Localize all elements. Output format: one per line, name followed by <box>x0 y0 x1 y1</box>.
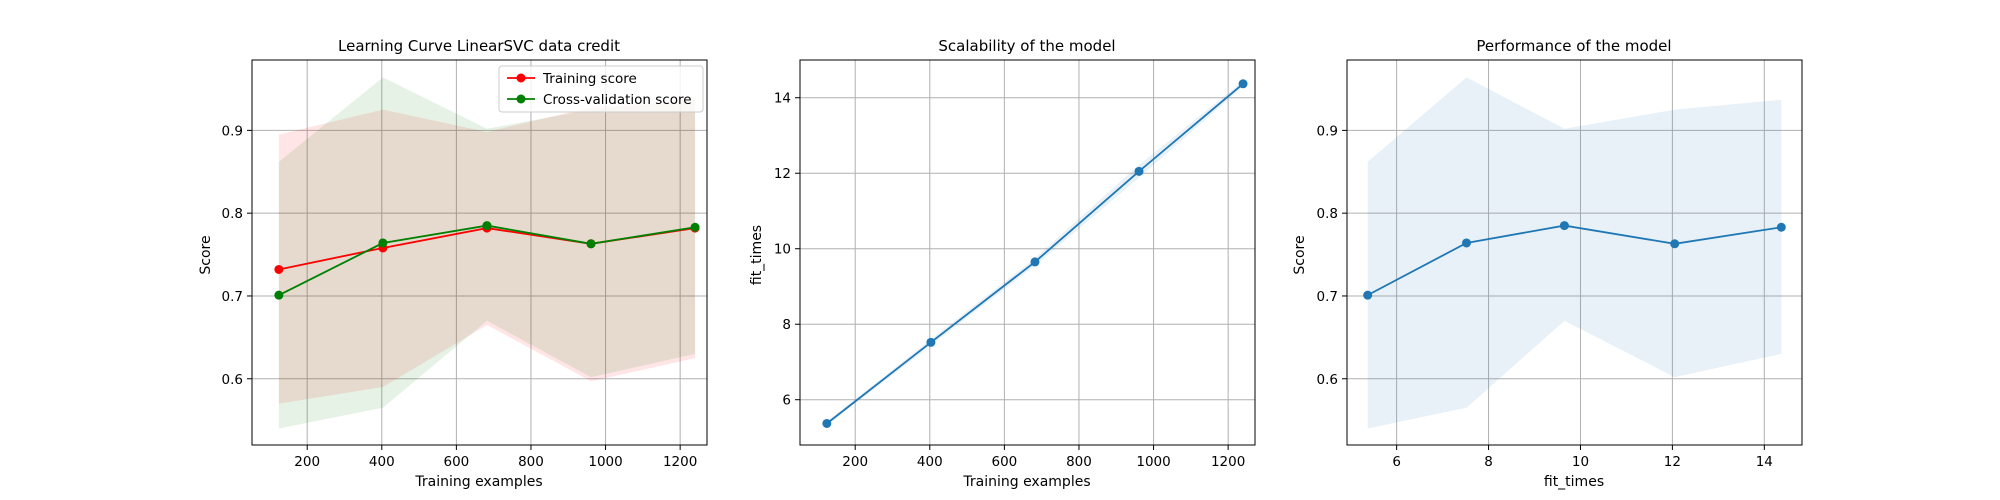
panel-2-xtick-label-5: 1200 <box>1211 454 1245 470</box>
panel-3-point-0-4 <box>1776 222 1786 232</box>
panel-1-ytick-label-2: 0.8 <box>222 206 243 222</box>
panel-3-ytick-label-3: 0.9 <box>1317 123 1338 139</box>
panel-3-ylabel: Score <box>1292 235 1308 274</box>
panel-3-point-0-3 <box>1670 239 1680 249</box>
panel-1-ytick-label-3: 0.9 <box>222 123 243 139</box>
panel-1-xtick-label-2: 600 <box>443 454 469 470</box>
panel-1-point-1-3 <box>586 239 596 249</box>
legend-label-training: Training score <box>542 71 637 87</box>
panel-2-point-0-0 <box>822 418 832 428</box>
panel-2-ytick-label-4: 14 <box>774 91 791 107</box>
panel-1-plot: 200 400 600 800 1000 1200 0.6 0.7 0.8 0.9 <box>222 59 708 470</box>
panel-3-xtick-label-0: 6 <box>1392 454 1401 470</box>
panel-1-legend[interactable]: Training score Cross-validation score <box>498 65 704 113</box>
panel-1-band-1 <box>278 77 696 429</box>
panel-2-point-0-3 <box>1134 166 1144 176</box>
panel-1-xtick-label-5: 1200 <box>663 454 697 470</box>
panel-3-point-0-2 <box>1559 221 1569 231</box>
panel-1-ylabel: Score <box>198 235 214 274</box>
panel-1-axes-frame <box>251 59 708 446</box>
panel-2-ylabel: fit_times <box>749 225 765 285</box>
panel-performance: Performance of the model fit_times Score… <box>1292 37 1803 490</box>
panel-2-point-0-2 <box>1030 257 1040 267</box>
panel-2-xtick-label-3: 800 <box>1066 454 1092 470</box>
legend-marker-training <box>516 73 526 83</box>
panel-2-xtick-label-4: 1000 <box>1136 454 1170 470</box>
panel-1-point-1-4 <box>690 222 700 232</box>
panel-2-ytick-label-1: 8 <box>782 317 791 333</box>
panel-1-xlabel: Training examples <box>414 474 542 490</box>
panel-1-point-0-0 <box>274 264 284 274</box>
panel-1-band-0 <box>278 98 696 404</box>
panel-1-xtick-label-4: 1000 <box>588 454 622 470</box>
panel-3-xtick-label-4: 14 <box>1756 454 1773 470</box>
panel-2-axes-frame <box>799 59 1256 446</box>
panel-2-title: Scalability of the model <box>938 37 1115 55</box>
panel-2-xtick-label-2: 600 <box>991 454 1017 470</box>
panel-1-point-1-2 <box>482 221 492 231</box>
panel-2-point-0-4 <box>1238 79 1248 89</box>
panel-3-ytick-label-2: 0.8 <box>1317 206 1338 222</box>
panel-2-point-0-1 <box>926 337 936 347</box>
legend-label-cv: Cross-validation score <box>543 92 692 108</box>
panel-1-title: Learning Curve LinearSVC data credit <box>338 37 620 55</box>
panel-1-ytick-label-0: 0.6 <box>222 372 243 388</box>
legend-marker-cv <box>516 94 526 104</box>
panel-2-plot: 200 400 600 800 1000 1200 6 8 10 12 14 <box>774 59 1256 470</box>
panel-1-xtick-label-3: 800 <box>518 454 544 470</box>
panel-scalability: Scalability of the model Training exampl… <box>749 37 1256 490</box>
panel-3-point-0-0 <box>1363 290 1373 300</box>
panel-3-xtick-label-3: 12 <box>1664 454 1681 470</box>
panel-3-axes-frame <box>1346 59 1803 446</box>
panel-2-ytick-label-2: 10 <box>774 242 791 258</box>
panel-3-xlabel: fit_times <box>1544 474 1604 490</box>
panel-1-xtick-label-0: 200 <box>294 454 320 470</box>
panel-3-point-0-1 <box>1461 238 1471 248</box>
panel-2-ytick-label-0: 6 <box>782 393 791 409</box>
panel-3-title: Performance of the model <box>1476 37 1671 55</box>
panel-3-plot: 6 8 10 12 14 0.6 0.7 0.8 0.9 <box>1317 59 1803 470</box>
panel-3-ytick-label-0: 0.6 <box>1317 372 1338 388</box>
panel-2-ytick-label-3: 12 <box>774 166 791 182</box>
panel-3-xtick-label-2: 10 <box>1572 454 1589 470</box>
panel-1-point-1-1 <box>378 238 388 248</box>
panel-2-xtick-label-0: 200 <box>842 454 868 470</box>
panel-1-point-1-0 <box>274 290 284 300</box>
panel-3-ytick-label-1: 0.7 <box>1317 289 1338 305</box>
panel-3-band-0 <box>1367 77 1782 429</box>
panel-2-xlabel: Training examples <box>962 474 1090 490</box>
panel-learning-curve: Learning Curve LinearSVC data credit Tra… <box>198 37 708 490</box>
panel-3-xtick-label-1: 8 <box>1484 454 1493 470</box>
legend-box <box>498 65 704 113</box>
panel-1-xtick-label-1: 400 <box>369 454 395 470</box>
panel-1-ytick-label-1: 0.7 <box>222 289 243 305</box>
panel-2-xtick-label-1: 400 <box>917 454 943 470</box>
